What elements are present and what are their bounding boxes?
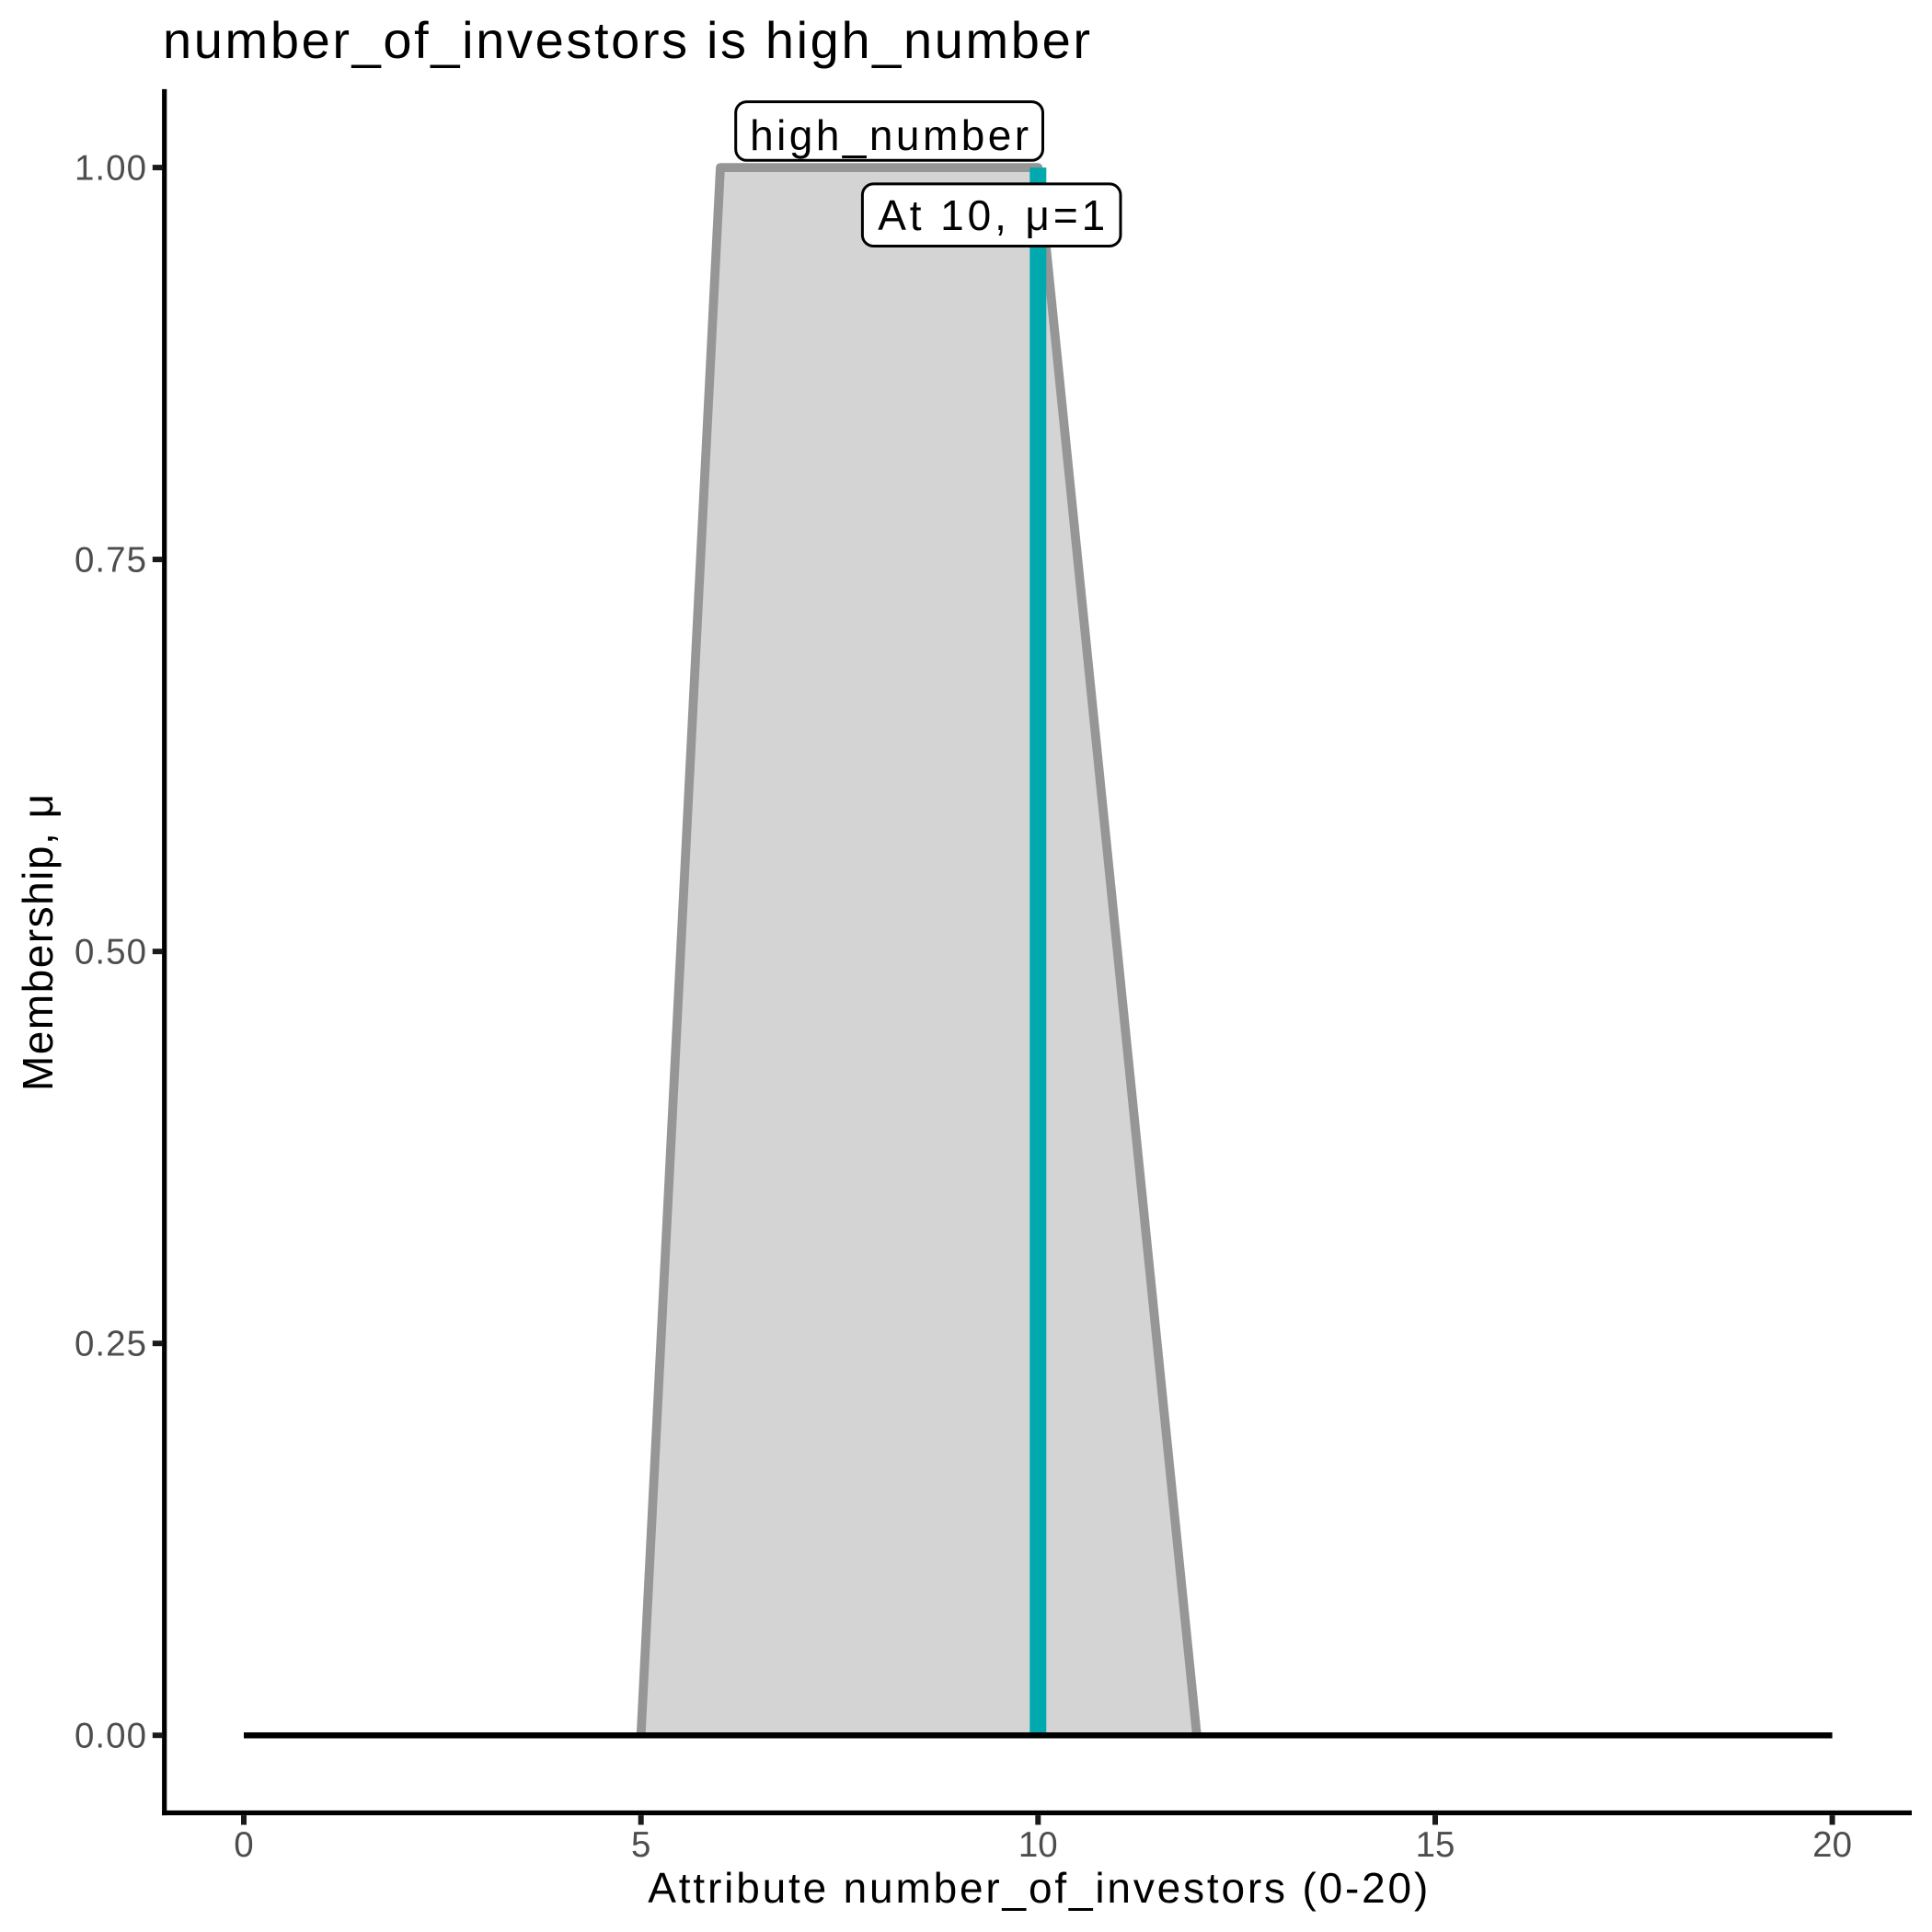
svg-text:1.00: 1.00	[75, 149, 146, 189]
svg-text:10: 10	[1018, 1825, 1058, 1865]
svg-text:number_of_investors is high_nu: number_of_investors is high_number	[163, 11, 1090, 69]
svg-text:Membership, μ: Membership, μ	[14, 794, 62, 1091]
svg-text:5: 5	[631, 1825, 650, 1865]
svg-text:high_number: high_number	[750, 111, 1029, 159]
svg-text:0: 0	[234, 1825, 253, 1865]
svg-text:20: 20	[1812, 1825, 1852, 1865]
svg-text:Attribute number_of_investors: Attribute number_of_investors (0-20)	[648, 1864, 1428, 1912]
svg-text:0.25: 0.25	[75, 1325, 146, 1364]
svg-text:0.75: 0.75	[75, 541, 146, 581]
svg-text:15: 15	[1416, 1825, 1455, 1865]
svg-text:0.50: 0.50	[75, 933, 146, 972]
svg-text:0.00: 0.00	[75, 1717, 146, 1756]
